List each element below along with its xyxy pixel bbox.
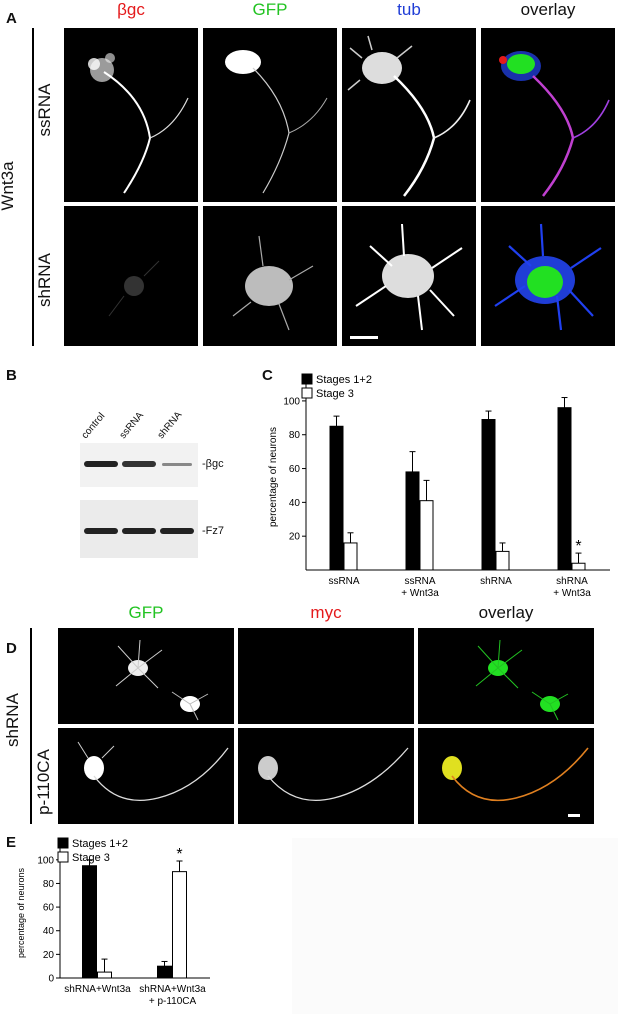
blot-band-shrna-bgc [162,463,192,466]
micrograph-a-shrna-overlay [481,206,615,346]
empty-region [292,838,618,1014]
legend-swatch [57,851,69,863]
panel-d-col-header-gfp: GFP [128,603,164,622]
blot-lane-shrna: shRNA [155,409,185,441]
panel-a-treatment-label: Wnt3a [0,161,17,211]
panel-c-letter: C [262,367,273,384]
micrograph-d-shrna-overlay [418,628,594,724]
micrograph-a-shrna-tub [342,206,476,346]
bar [405,471,420,571]
blot-label-fz7: -Fz7 [202,525,224,537]
panel-d-row-label-p110ca: p-110CA [34,749,53,815]
significance-asterisk: * [575,538,581,555]
bar [343,542,358,571]
x-category-label: shRNA+Wnt3a [139,984,206,995]
y-tick-label: 80 [289,430,301,441]
x-category-label: + Wnt3a [553,588,591,599]
blot-strip-bgc [80,443,198,487]
legend-label: Stage 3 [316,388,354,400]
chart-c: 20 40 60 80 100 percentage of neurons ssRNA ssR… [268,373,610,599]
panel-d-col-header-overlay: overlay [478,603,534,622]
micrograph-a-shrna-gfp [203,206,337,346]
micrograph-d-shrna-myc [238,628,414,724]
micrograph-d-p110ca-overlay [418,728,594,824]
x-category-label: shRNA [556,576,588,587]
micrograph-a-ssrna-tub [342,28,476,202]
y-tick-label: 60 [289,464,301,475]
bar [329,425,344,571]
y-tick-label: 0 [48,974,54,985]
blot-band-ssrna-bgc [122,461,156,467]
y-tick-label: 80 [43,879,55,890]
bar [82,865,97,979]
micrograph-a-ssrna-bgc [64,28,198,202]
panel-a-col-header-bgc: βgc [117,0,145,19]
y-tick-label: 100 [37,855,54,866]
panel-a-bracket [32,28,34,346]
legend-label: Stages 1+2 [72,838,128,850]
blot-strip-fz7 [80,500,198,558]
panel-a-row-label-ssrna: ssRNA [35,83,54,137]
panel-d-row-label-shrna: shRNA [3,693,22,747]
y-tick-label: 20 [289,532,301,543]
bar [157,965,172,979]
micrograph-a-ssrna-overlay [481,28,615,202]
panel-d-bracket [30,628,32,824]
x-category-label: ssRNA [328,576,359,587]
blot-lane-control: control [79,410,108,441]
y-axis-label: percentage of neurons [16,867,26,958]
micrograph-d-shrna-gfp [58,628,234,724]
blot-band-control-fz7 [84,528,118,534]
panel-a-col-header-overlay: overlay [520,0,576,19]
bar [481,419,496,571]
y-tick-label: 60 [43,903,55,914]
legend-label: Stages 1+2 [316,374,372,386]
legend-swatch [301,387,313,399]
significance-asterisk: * [176,846,182,863]
bar [571,562,586,571]
panel-e-letter: E [6,834,17,851]
panel-d-letter: D [6,640,17,657]
micrograph-a-shrna-bgc [64,206,198,346]
x-category-label: shRNA [480,576,512,587]
micrograph-d-p110ca-gfp [58,728,234,824]
y-tick-label: 40 [289,498,301,509]
legend-swatch [57,837,69,849]
bar [97,971,112,979]
panel-a-letter: A [6,10,17,27]
x-category-label: ssRNA [404,576,435,587]
blot-label-bgc: -βgc [202,458,224,470]
panel-b-letter: B [6,367,17,384]
micrograph-d-p110ca-myc [238,728,414,824]
y-tick-label: 40 [43,926,55,937]
blot-band-shrna-fz7 [160,528,194,534]
panel-d-col-header-myc: myc [310,603,342,622]
legend-swatch [301,373,313,385]
chart-e: 0 20 40 60 80 100 percentage of neurons shRNA+W… [16,837,210,1007]
y-tick-label: 100 [283,396,300,407]
panel-a-col-header-tub: tub [397,0,421,19]
bar [172,871,187,979]
micrograph-a-ssrna-gfp [203,28,337,202]
bar [495,550,510,571]
y-tick-label: 20 [43,950,55,961]
blot-lane-ssrna: ssRNA [117,410,147,441]
x-category-label: + Wnt3a [401,588,439,599]
x-category-label: + p-110CA [149,996,197,1007]
panel-a-col-header-gfp: GFP [252,0,288,19]
bar [419,500,434,571]
blot-band-control-bgc [84,461,118,467]
y-axis-label: percentage of neurons [268,427,279,527]
panel-a-row-label-shrna: shRNA [35,253,54,307]
bar [557,407,572,571]
legend-label: Stage 3 [72,852,110,864]
x-category-label: shRNA+Wnt3a [64,984,131,995]
blot-band-ssrna-fz7 [122,528,156,534]
